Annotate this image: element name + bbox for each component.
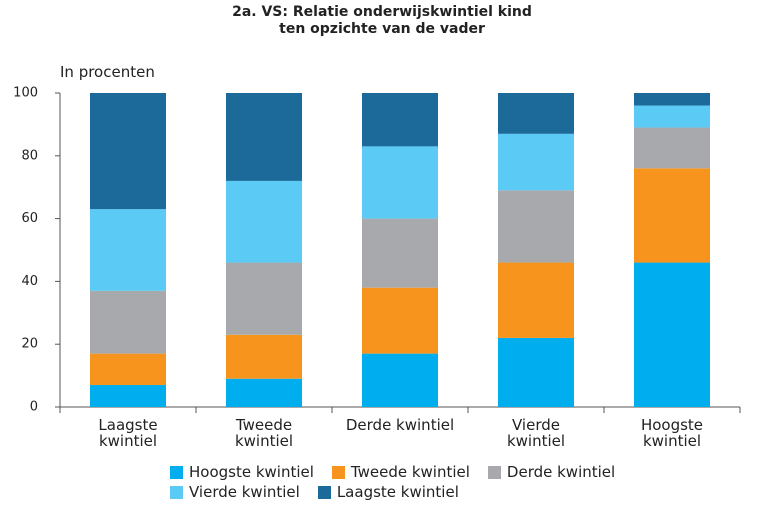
legend-label: Laagste kwintiel xyxy=(336,483,459,501)
bar-segment xyxy=(634,262,710,407)
x-tick-label: Tweede kwintiel xyxy=(234,416,294,450)
y-axis-label: In procenten xyxy=(60,63,155,81)
x-tick-label: Laagste kwintiel xyxy=(98,416,158,450)
y-tick-label: 0 xyxy=(30,400,38,415)
y-tick-label: 100 xyxy=(13,86,38,101)
bar-segment xyxy=(362,218,438,288)
bar-segment xyxy=(362,287,438,354)
bar-segment xyxy=(634,93,710,106)
bar-segment xyxy=(498,190,574,263)
x-tick-label: Derde kwintiel xyxy=(345,416,455,434)
bar-segment xyxy=(90,209,166,291)
x-tick-label: Vierde kwintiel xyxy=(506,416,566,450)
bar-segment xyxy=(498,133,574,191)
bar-segment xyxy=(226,334,302,379)
legend-item: Vierde kwintiel xyxy=(170,482,300,502)
legend-swatch xyxy=(317,485,331,499)
legend-swatch xyxy=(487,465,501,479)
bar-segment xyxy=(226,262,302,335)
y-tick-label: 20 xyxy=(21,337,38,352)
chart-title: 2a. VS: Relatie onderwijskwintiel kind t… xyxy=(232,4,532,37)
x-tick-label: Hoogste kwintiel xyxy=(640,416,704,450)
legend-swatch xyxy=(170,465,183,479)
legend-label: Tweede kwintiel xyxy=(350,463,470,481)
bar-segment xyxy=(90,385,166,407)
bar-segment xyxy=(498,337,574,407)
legend: Hoogste kwintiel Tweede kwintiel Derde kwi… xyxy=(170,462,670,502)
bar-segment xyxy=(362,353,438,407)
legend-label: Hoogste kwintiel xyxy=(189,463,314,481)
legend-item: Laagste kwintiel xyxy=(317,482,459,502)
bar-segment xyxy=(634,105,710,128)
bar-segment xyxy=(226,93,302,181)
y-tick-label: 60 xyxy=(21,211,38,226)
legend-swatch xyxy=(331,465,345,479)
bar-segment xyxy=(90,93,166,210)
bar-segment xyxy=(634,127,710,169)
legend-item: Tweede kwintiel xyxy=(331,462,470,482)
bar-segment xyxy=(634,168,710,263)
legend-label: Vierde kwintiel xyxy=(189,483,300,501)
bar-segment xyxy=(498,262,574,338)
y-tick-label: 80 xyxy=(21,148,38,163)
bar-segment xyxy=(90,353,166,386)
legend-swatch xyxy=(170,485,183,499)
bar-segment xyxy=(498,93,574,134)
bar-segment xyxy=(362,146,438,219)
legend-label: Derde kwintiel xyxy=(506,463,616,481)
bar-segment xyxy=(226,180,302,263)
bar-segment xyxy=(226,378,302,407)
legend-item: Derde kwintiel xyxy=(487,462,616,482)
bar-segment xyxy=(90,290,166,354)
legend-item: Hoogste kwintiel xyxy=(170,462,314,482)
y-tick-label: 40 xyxy=(21,274,38,289)
bar-segment xyxy=(362,93,438,147)
